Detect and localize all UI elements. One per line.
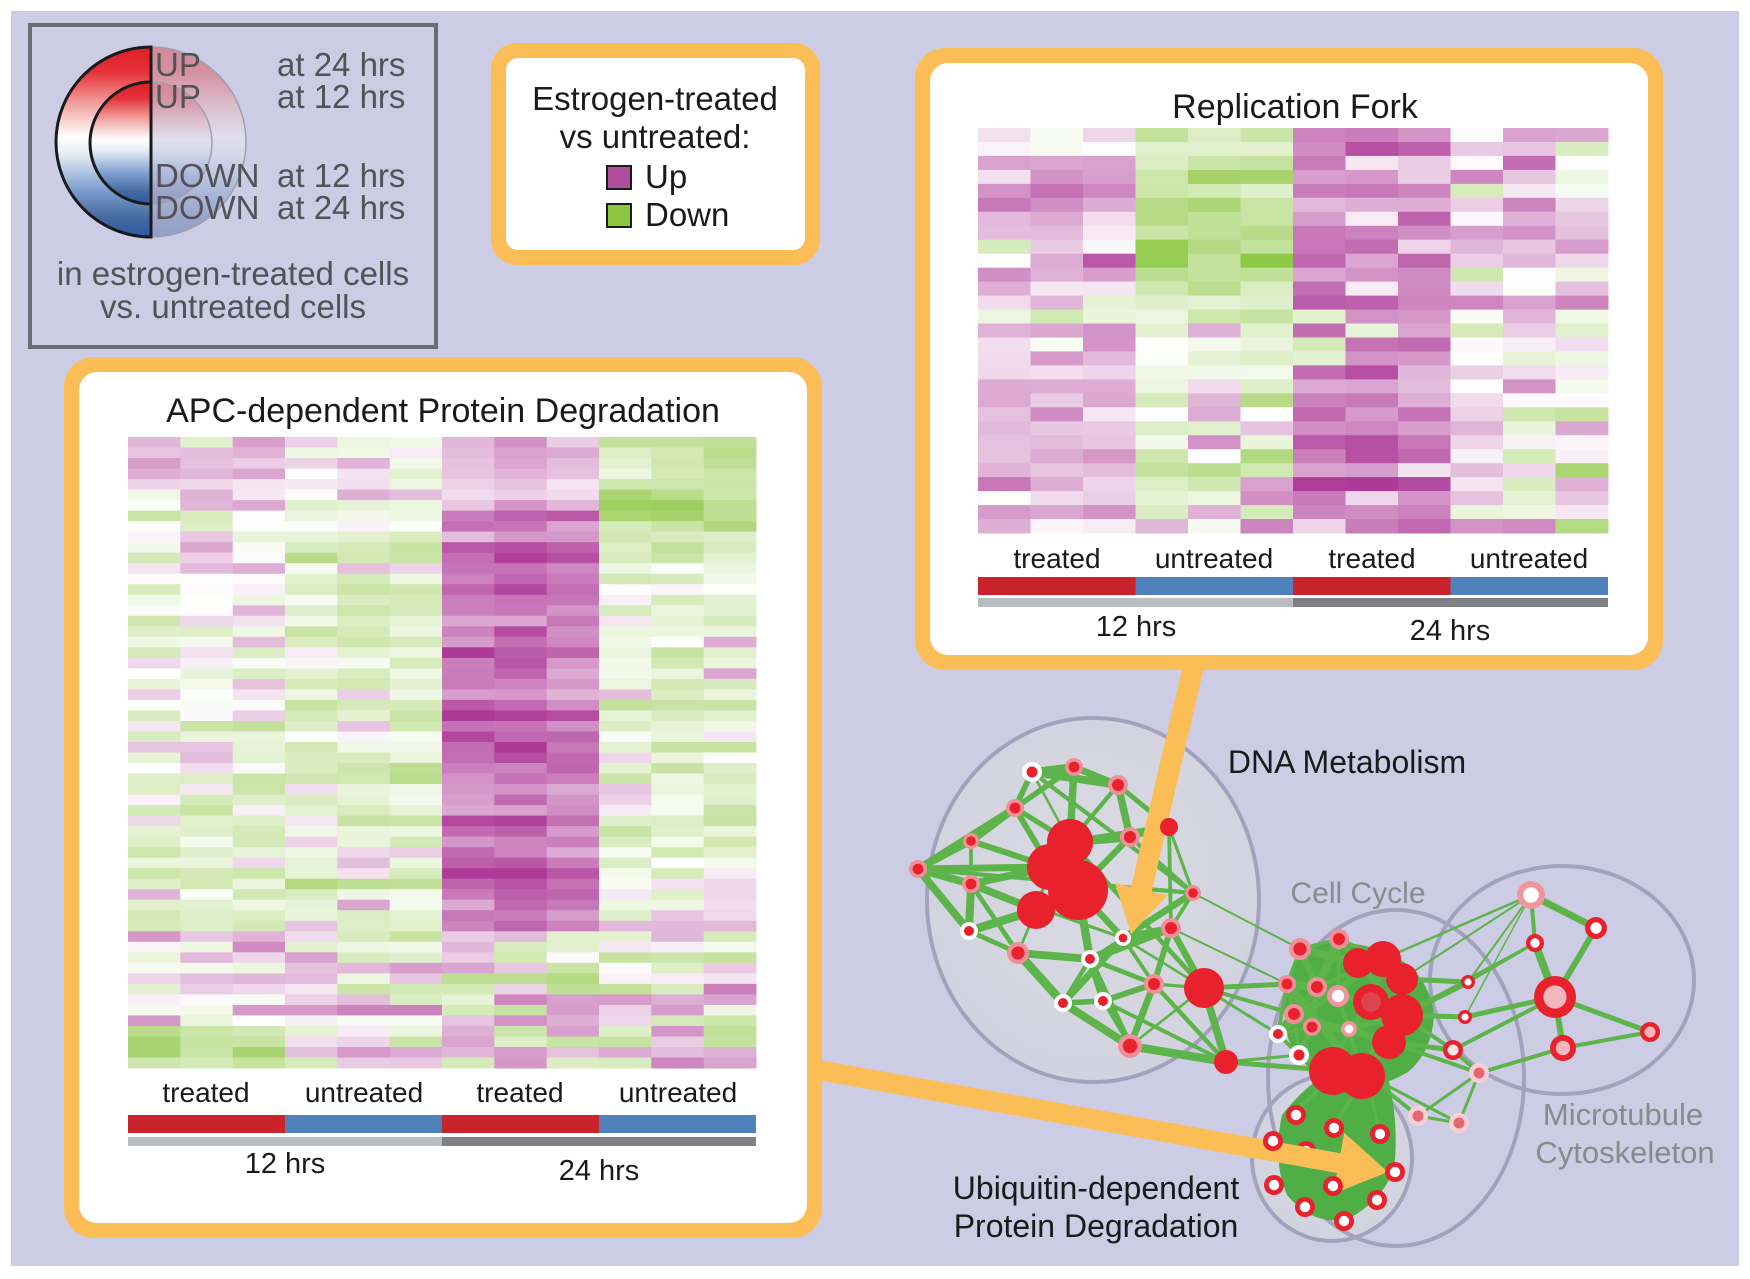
svg-text:at 12 hrs: at 12 hrs bbox=[277, 157, 405, 194]
svg-text:Estrogen-treated: Estrogen-treated bbox=[532, 80, 778, 117]
svg-text:vs untreated:: vs untreated: bbox=[560, 118, 751, 155]
svg-text:at 24 hrs: at 24 hrs bbox=[277, 189, 405, 226]
svg-text:Up: Up bbox=[645, 158, 687, 195]
svg-text:APC-dependent Protein Degradat: APC-dependent Protein Degradation bbox=[166, 392, 720, 430]
svg-text:DOWN: DOWN bbox=[155, 189, 259, 226]
svg-text:at 24 hrs: at 24 hrs bbox=[277, 46, 405, 83]
svg-text:Ubiquitin-dependent: Ubiquitin-dependent bbox=[953, 1170, 1240, 1206]
svg-text:treated: treated bbox=[476, 1077, 563, 1108]
svg-text:12 hrs: 12 hrs bbox=[245, 1148, 326, 1180]
svg-text:untreated: untreated bbox=[1155, 543, 1273, 574]
svg-text:untreated: untreated bbox=[619, 1077, 737, 1108]
svg-text:vs. untreated cells: vs. untreated cells bbox=[100, 288, 366, 325]
svg-text:untreated: untreated bbox=[1470, 543, 1588, 574]
svg-text:Microtubule: Microtubule bbox=[1543, 1097, 1703, 1132]
svg-text:treated: treated bbox=[162, 1077, 249, 1108]
svg-text:Cell Cycle: Cell Cycle bbox=[1290, 877, 1425, 910]
svg-text:24 hrs: 24 hrs bbox=[559, 1155, 640, 1187]
svg-text:24 hrs: 24 hrs bbox=[1410, 615, 1491, 647]
svg-text:treated: treated bbox=[1328, 543, 1415, 574]
svg-text:at 12 hrs: at 12 hrs bbox=[277, 78, 405, 115]
svg-text:untreated: untreated bbox=[305, 1077, 423, 1108]
svg-text:12 hrs: 12 hrs bbox=[1096, 611, 1177, 643]
svg-text:treated: treated bbox=[1013, 543, 1100, 574]
svg-text:in estrogen-treated cells: in estrogen-treated cells bbox=[57, 255, 409, 292]
svg-text:Protein Degradation: Protein Degradation bbox=[954, 1208, 1239, 1244]
svg-text:DNA Metabolism: DNA Metabolism bbox=[1228, 744, 1466, 780]
svg-text:DOWN: DOWN bbox=[155, 157, 259, 194]
svg-text:UP: UP bbox=[155, 46, 201, 83]
svg-text:Down: Down bbox=[645, 196, 729, 233]
svg-text:Cytoskeleton: Cytoskeleton bbox=[1535, 1135, 1714, 1170]
svg-text:UP: UP bbox=[155, 78, 201, 115]
svg-text:Replication Fork: Replication Fork bbox=[1172, 88, 1419, 126]
